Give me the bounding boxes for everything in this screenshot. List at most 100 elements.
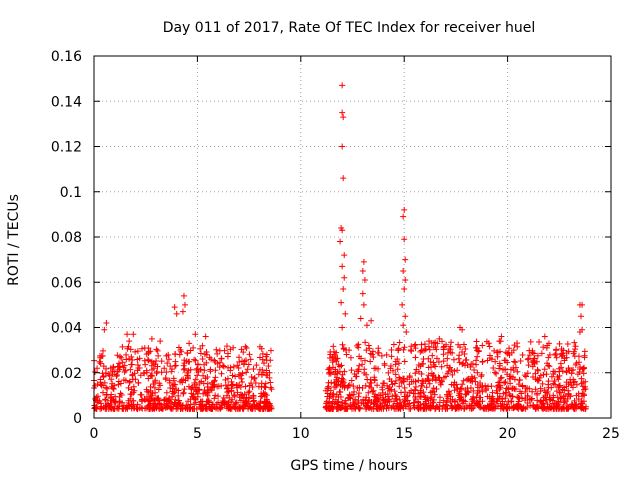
data-point: [413, 366, 420, 373]
data-point: [558, 353, 565, 360]
data-point: [425, 343, 432, 350]
data-point: [491, 369, 498, 376]
data-point: [352, 373, 359, 380]
data-point: [363, 347, 370, 354]
data-point: [212, 392, 219, 399]
data-point: [208, 404, 215, 411]
data-point: [169, 382, 176, 389]
data-point: [421, 341, 428, 348]
data-point: [406, 405, 413, 412]
data-point: [339, 263, 346, 270]
data-point: [502, 395, 509, 402]
data-point: [534, 352, 541, 359]
data-point: [534, 397, 541, 404]
data-point: [102, 396, 109, 403]
data-point: [479, 383, 486, 390]
data-point: [370, 405, 377, 412]
data-point: [117, 353, 124, 360]
data-point: [529, 363, 536, 370]
data-point: [375, 365, 382, 372]
data-point: [438, 363, 445, 370]
data-point: [450, 356, 457, 363]
data-point: [521, 372, 528, 379]
data-point: [184, 372, 191, 379]
data-point: [107, 401, 114, 408]
data-point: [243, 369, 250, 376]
data-point: [176, 400, 183, 407]
data-point: [427, 358, 434, 365]
data-point: [493, 387, 500, 394]
data-point: [194, 361, 201, 368]
data-point: [103, 365, 110, 372]
data-point: [392, 371, 399, 378]
data-point: [180, 389, 187, 396]
data-point: [380, 405, 387, 412]
data-point: [347, 354, 354, 361]
data-point: [402, 313, 409, 320]
data-point: [363, 394, 370, 401]
data-point: [322, 387, 329, 394]
data-point: [267, 379, 274, 386]
data-point: [202, 375, 209, 382]
data-point: [375, 345, 382, 352]
data-point: [425, 364, 432, 371]
data-point: [224, 353, 231, 360]
data-point: [204, 380, 211, 387]
data-point: [335, 398, 342, 405]
data-point: [501, 379, 508, 386]
data-point: [368, 317, 375, 324]
data-point: [555, 384, 562, 391]
data-point: [454, 367, 461, 374]
data-point: [156, 405, 163, 412]
data-point: [418, 389, 425, 396]
data-point: [172, 350, 179, 357]
x-tick-label: 5: [193, 426, 202, 442]
data-point: [396, 383, 403, 390]
data-point: [239, 379, 246, 386]
data-point: [578, 380, 585, 387]
data-point: [456, 403, 463, 410]
data-point: [401, 384, 408, 391]
data-point: [529, 388, 536, 395]
data-point: [516, 395, 523, 402]
data-point: [571, 404, 578, 411]
data-point: [485, 405, 492, 412]
data-point: [208, 387, 215, 394]
data-point: [546, 396, 553, 403]
data-point: [175, 392, 182, 399]
data-point: [118, 392, 125, 399]
data-point: [572, 361, 579, 368]
data-point: [194, 365, 201, 372]
data-point: [478, 371, 485, 378]
data-point: [162, 375, 169, 382]
data-point: [437, 394, 444, 401]
data-point: [125, 397, 132, 404]
data-point: [422, 398, 429, 405]
data-point: [380, 380, 387, 387]
data-point: [426, 380, 433, 387]
data-point: [493, 370, 500, 377]
data-point: [347, 402, 354, 409]
data-point: [184, 350, 191, 357]
data-point: [411, 404, 418, 411]
data-point: [497, 375, 504, 382]
data-point: [108, 397, 115, 404]
y-tick-label: 0.02: [51, 366, 82, 382]
data-point: [325, 366, 332, 373]
data-point: [250, 392, 257, 399]
data-point: [456, 344, 463, 351]
data-point: [553, 388, 560, 395]
data-point: [367, 350, 374, 357]
data-point: [102, 396, 109, 403]
data-point: [428, 394, 435, 401]
data-point: [494, 349, 501, 356]
data-point: [99, 370, 106, 377]
data-point: [215, 383, 222, 390]
data-point: [393, 393, 400, 400]
data-point: [345, 395, 352, 402]
data-point: [135, 380, 142, 387]
data-point: [575, 353, 582, 360]
data-point: [565, 381, 572, 388]
data-point: [223, 385, 230, 392]
data-point: [472, 378, 479, 385]
